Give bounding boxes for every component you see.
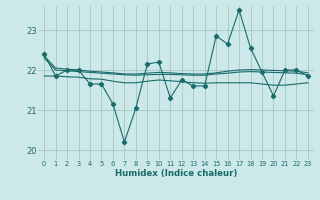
X-axis label: Humidex (Indice chaleur): Humidex (Indice chaleur): [115, 169, 237, 178]
